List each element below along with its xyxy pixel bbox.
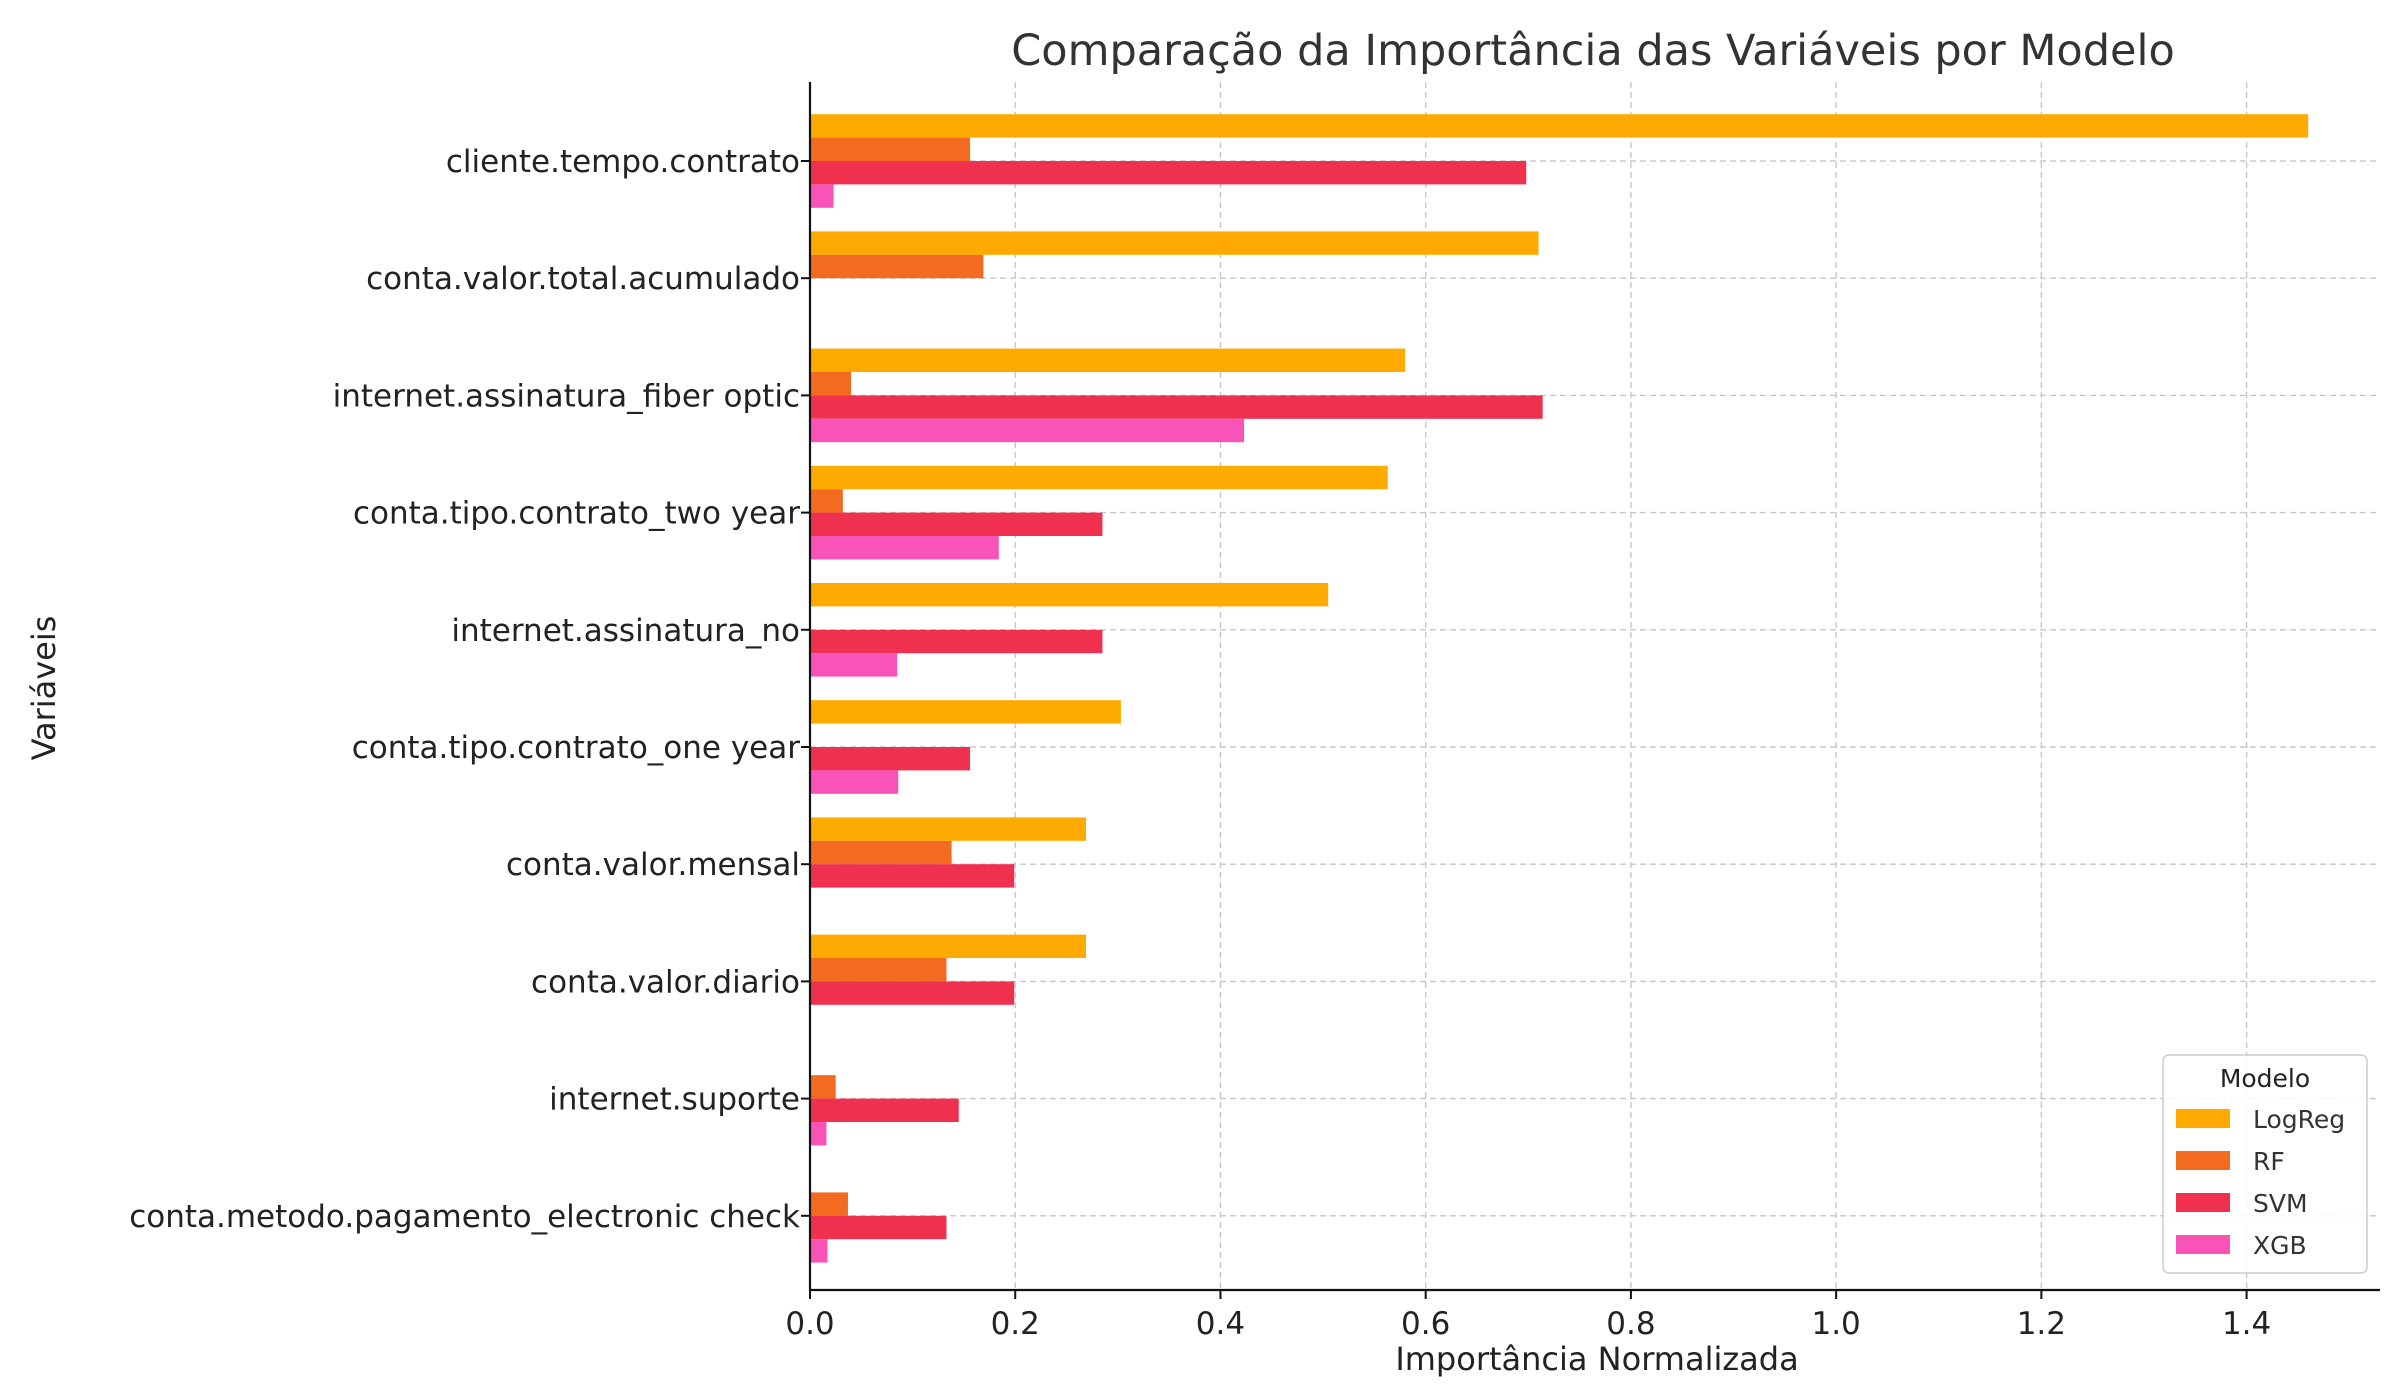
x-axis-ticks: 0.0 0.2 0.4 0.6 0.8 1.0 1.2 1.4	[785, 1290, 2271, 1342]
y-axis-ticks: cliente.tempo.contrato conta.valor.total.…	[129, 144, 810, 1235]
y-tick-label: internet.suporte	[549, 1082, 800, 1118]
legend-swatch-svm	[2176, 1193, 2230, 1212]
bar-logreg	[810, 114, 2309, 138]
bar-rf	[810, 840, 952, 865]
x-tick-label: 1.2	[2017, 1306, 2066, 1342]
bar-logreg	[810, 583, 1329, 607]
bar-rf	[810, 254, 984, 279]
legend-swatch-xgb	[2176, 1235, 2230, 1254]
bar-rf	[810, 137, 971, 161]
legend: Modelo LogReg RF SVM XGB	[2162, 1054, 2368, 1274]
bar-svm	[810, 864, 1015, 888]
legend-label-svm: SVM	[2253, 1189, 2308, 1218]
bar-svm	[810, 395, 1543, 419]
bar-rf	[810, 958, 947, 982]
axes	[808, 82, 2380, 1292]
bar-xgb	[810, 1122, 827, 1146]
bar-xgb	[810, 184, 834, 208]
y-tick-label: internet.assinatura_fiber optic	[333, 378, 800, 414]
bars-group	[810, 114, 2309, 1263]
y-tick-label: conta.valor.mensal	[506, 847, 800, 883]
bar-xgb	[810, 1239, 828, 1263]
x-tick-label: 0.4	[1196, 1306, 1245, 1342]
x-axis-label: Importância Normalizada	[1395, 1340, 1798, 1378]
y-tick-label: conta.valor.total.acumulado	[366, 261, 800, 297]
x-tick-label: 1.0	[1811, 1306, 1860, 1342]
bar-svm	[810, 629, 1103, 654]
y-tick-label: conta.metodo.pagamento_electronic check	[129, 1199, 800, 1235]
bar-logreg	[810, 817, 1087, 841]
legend-label-xgb: XGB	[2253, 1231, 2307, 1260]
y-tick-label: cliente.tempo.contrato	[446, 144, 800, 180]
bar-logreg	[810, 700, 1121, 724]
bar-svm	[810, 1215, 947, 1240]
bar-xgb	[810, 536, 999, 560]
bar-xgb	[810, 418, 1245, 443]
bar-rf	[810, 1075, 836, 1099]
x-tick-label: 0.2	[991, 1306, 1040, 1342]
bar-svm	[810, 161, 1527, 185]
legend-label-logreg: LogReg	[2253, 1105, 2345, 1134]
bar-xgb	[810, 653, 898, 677]
grid-lines	[809, 82, 2380, 1290]
y-axis-label: Variáveis	[25, 616, 63, 761]
legend-title: Modelo	[2220, 1064, 2310, 1093]
x-tick-label: 1.4	[2222, 1306, 2271, 1342]
y-tick-label: internet.assinatura_no	[451, 613, 800, 649]
bar-svm	[810, 747, 971, 771]
bar-svm	[810, 512, 1103, 536]
y-tick-label: conta.tipo.contrato_two year	[353, 496, 800, 532]
bar-svm	[810, 981, 1015, 1005]
x-tick-label: 0.8	[1606, 1306, 1655, 1342]
bar-rf	[810, 1192, 848, 1216]
x-tick-label: 0.0	[785, 1306, 834, 1342]
x-tick-label: 0.6	[1401, 1306, 1450, 1342]
bar-svm	[810, 1098, 959, 1122]
legend-label-rf: RF	[2253, 1147, 2285, 1176]
bar-logreg	[810, 231, 1539, 255]
y-tick-label: conta.valor.diario	[531, 964, 800, 1000]
bar-logreg	[810, 934, 1087, 958]
y-tick-label: conta.tipo.contrato_one year	[352, 730, 801, 766]
legend-swatch-rf	[2176, 1151, 2230, 1170]
bar-rf	[810, 489, 843, 513]
bar-xgb	[810, 770, 899, 794]
bar-logreg	[810, 465, 1388, 490]
bar-rf	[810, 372, 852, 396]
legend-swatch-logreg	[2176, 1109, 2230, 1128]
chart-title: Comparação da Importância das Variáveis …	[1011, 26, 2175, 76]
legend-items: LogReg RF SVM XGB	[2176, 1105, 2345, 1260]
bar-logreg	[810, 348, 1406, 372]
